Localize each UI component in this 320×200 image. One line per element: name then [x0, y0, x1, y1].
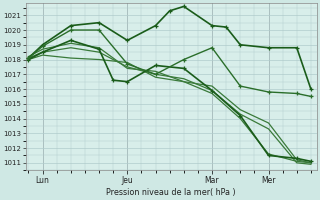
X-axis label: Pression niveau de la mer( hPa ): Pression niveau de la mer( hPa ) [106, 188, 236, 197]
